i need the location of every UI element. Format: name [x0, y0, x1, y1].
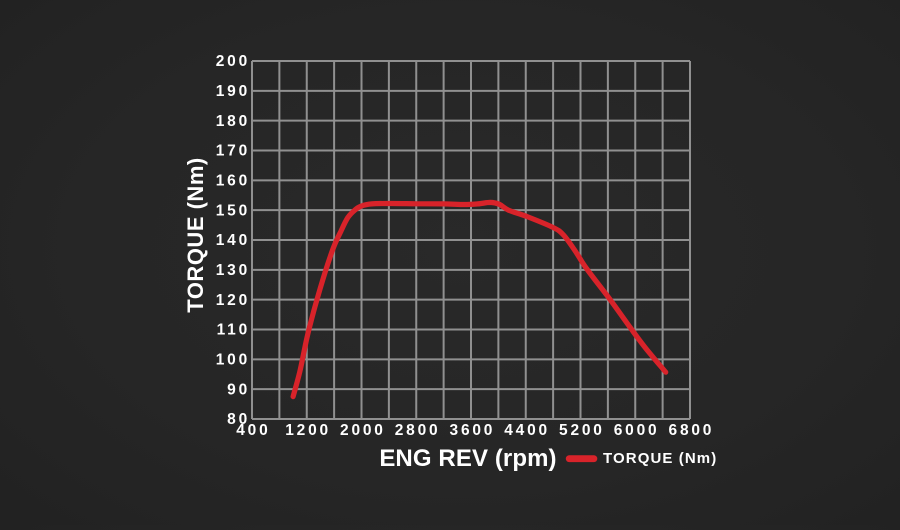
svg-text:80: 80 [227, 411, 250, 428]
svg-text:120: 120 [216, 292, 250, 309]
svg-text:2000: 2000 [340, 422, 386, 439]
svg-text:6000: 6000 [614, 422, 660, 439]
svg-text:130: 130 [216, 262, 250, 279]
svg-text:200: 200 [216, 53, 250, 70]
svg-text:ENG REV (rpm): ENG REV (rpm) [379, 445, 556, 472]
svg-text:TORQUE (Nm): TORQUE (Nm) [603, 450, 717, 467]
svg-text:TORQUE (Nm): TORQUE (Nm) [183, 157, 208, 312]
svg-text:2800: 2800 [395, 422, 441, 439]
svg-text:3600: 3600 [450, 422, 496, 439]
svg-text:140: 140 [216, 232, 250, 249]
svg-text:6800: 6800 [669, 422, 715, 439]
svg-text:110: 110 [217, 322, 250, 339]
svg-text:100: 100 [216, 352, 250, 369]
svg-text:90: 90 [227, 381, 250, 398]
svg-text:5200: 5200 [559, 422, 605, 439]
svg-text:1200: 1200 [285, 422, 331, 439]
svg-text:190: 190 [216, 83, 250, 100]
svg-text:170: 170 [216, 143, 250, 160]
svg-text:4400: 4400 [504, 422, 550, 439]
svg-text:150: 150 [216, 202, 250, 219]
svg-text:400: 400 [236, 422, 270, 439]
svg-text:160: 160 [216, 173, 250, 190]
svg-text:180: 180 [216, 113, 250, 130]
